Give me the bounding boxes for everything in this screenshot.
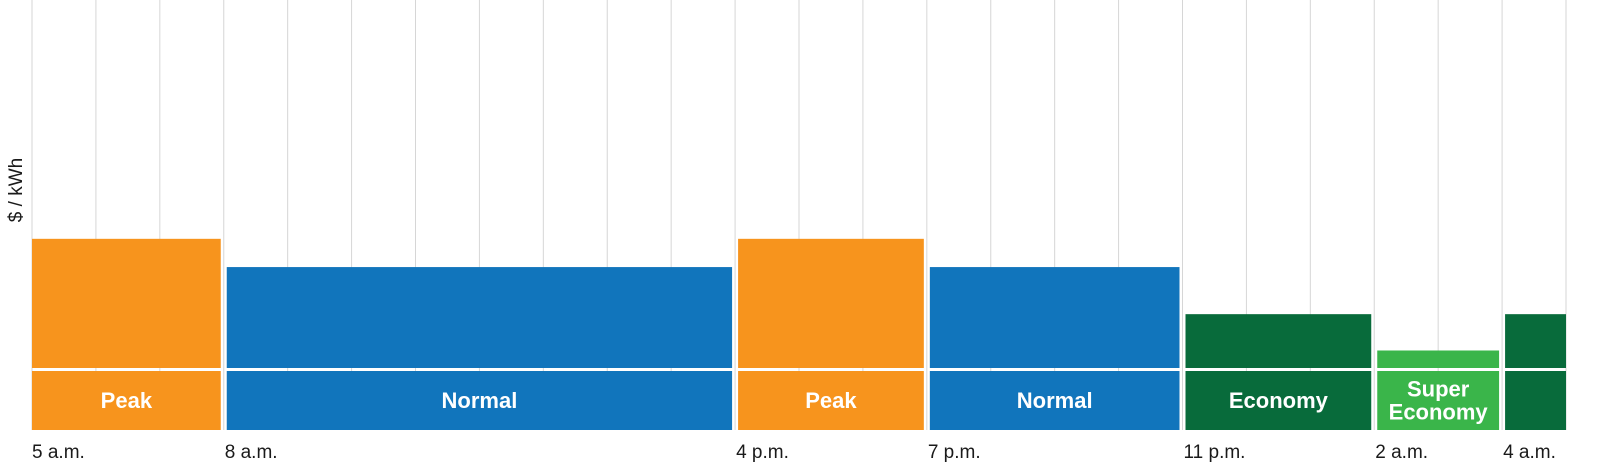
x-tick-label: 2 a.m. (1375, 442, 1428, 463)
segment-labels: Peak Normal Peak Normal Economy Super Economy (101, 377, 1489, 425)
rate-bar (738, 238, 924, 368)
period-label: Normal (1017, 388, 1093, 413)
rate-bar (929, 267, 1180, 368)
rate-bar (1185, 314, 1372, 368)
x-tick-label: 7 p.m. (928, 442, 981, 463)
rate-bar (1377, 350, 1500, 368)
period-label: Peak (805, 388, 857, 413)
rate-bar (226, 267, 733, 368)
period-band (1377, 371, 1500, 430)
period-band (226, 371, 733, 430)
period-band (32, 371, 221, 430)
period-band (738, 371, 924, 430)
period-label: Normal (442, 388, 518, 413)
x-tick-label: 4 a.m. (1503, 442, 1556, 463)
period-band (1185, 371, 1372, 430)
x-tick-labels: 5 a.m. 8 a.m. 4 p.m. 7 p.m. 11 p.m. 2 a.m. 4 a… (32, 442, 1556, 463)
x-tick-label: 4 p.m. (736, 442, 789, 463)
rate-bars (32, 238, 1566, 430)
x-tick-label: 11 p.m. (1184, 442, 1246, 463)
rate-bar (32, 238, 221, 368)
y-axis-label: $ / kWh (6, 158, 27, 222)
period-band (1505, 371, 1566, 430)
x-tick-label: 5 a.m. (32, 442, 85, 463)
rate-bar (1505, 314, 1566, 368)
period-label: Super Economy (1389, 377, 1489, 425)
period-label: Peak (101, 388, 153, 413)
period-label: Economy (1229, 388, 1329, 413)
period-band (929, 371, 1180, 430)
x-tick-label: 8 a.m. (225, 442, 278, 463)
